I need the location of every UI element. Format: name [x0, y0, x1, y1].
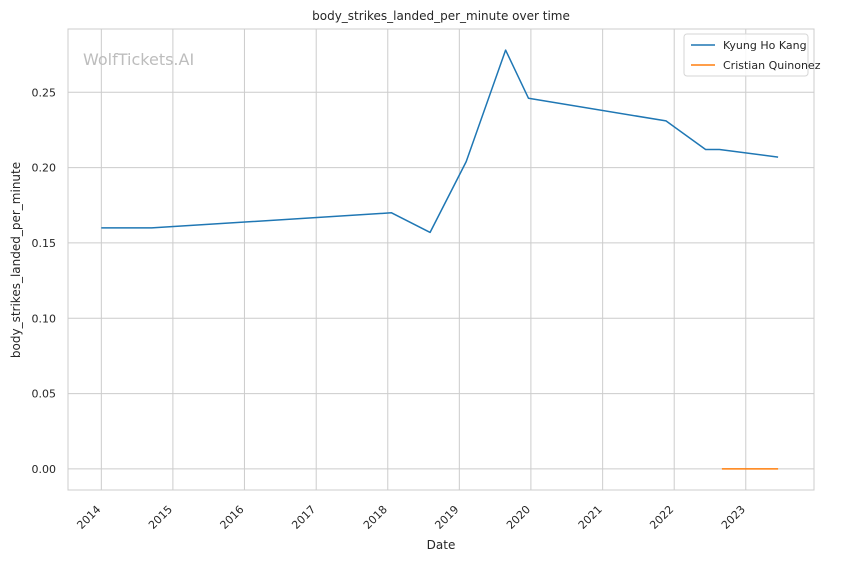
- legend-label: Cristian Quinonez: [723, 59, 821, 72]
- x-axis-ticks: 2014 2015 2016 2017 2018 2019 2020 2021 2022 2023: [74, 503, 747, 532]
- legend: Kyung Ho Kang Cristian Quinonez: [683, 33, 821, 77]
- series-layer: [101, 49, 779, 470]
- legend-label: Kyung Ho Kang: [723, 39, 807, 52]
- y-axis-ticks: 0.00 0.05 0.10 0.15 0.20 0.25: [32, 86, 57, 476]
- y-tick-label: 0.20: [32, 162, 57, 175]
- y-axis-label: body_strikes_landed_per_minute: [9, 162, 23, 358]
- y-tick-label: 0.10: [32, 312, 57, 325]
- y-tick-label: 0.05: [32, 388, 57, 401]
- plot-frame: [67, 28, 815, 491]
- grid-lines: [68, 29, 814, 490]
- series-line-0: [101, 49, 779, 234]
- y-tick-label: 0.25: [32, 86, 57, 99]
- chart-title: body_strikes_landed_per_minute over time: [312, 9, 570, 23]
- y-tick-label: 0.00: [32, 463, 57, 476]
- watermark: WolfTickets.AI: [83, 50, 194, 69]
- y-tick-label: 0.15: [32, 237, 57, 250]
- x-axis-label: Date: [427, 538, 456, 552]
